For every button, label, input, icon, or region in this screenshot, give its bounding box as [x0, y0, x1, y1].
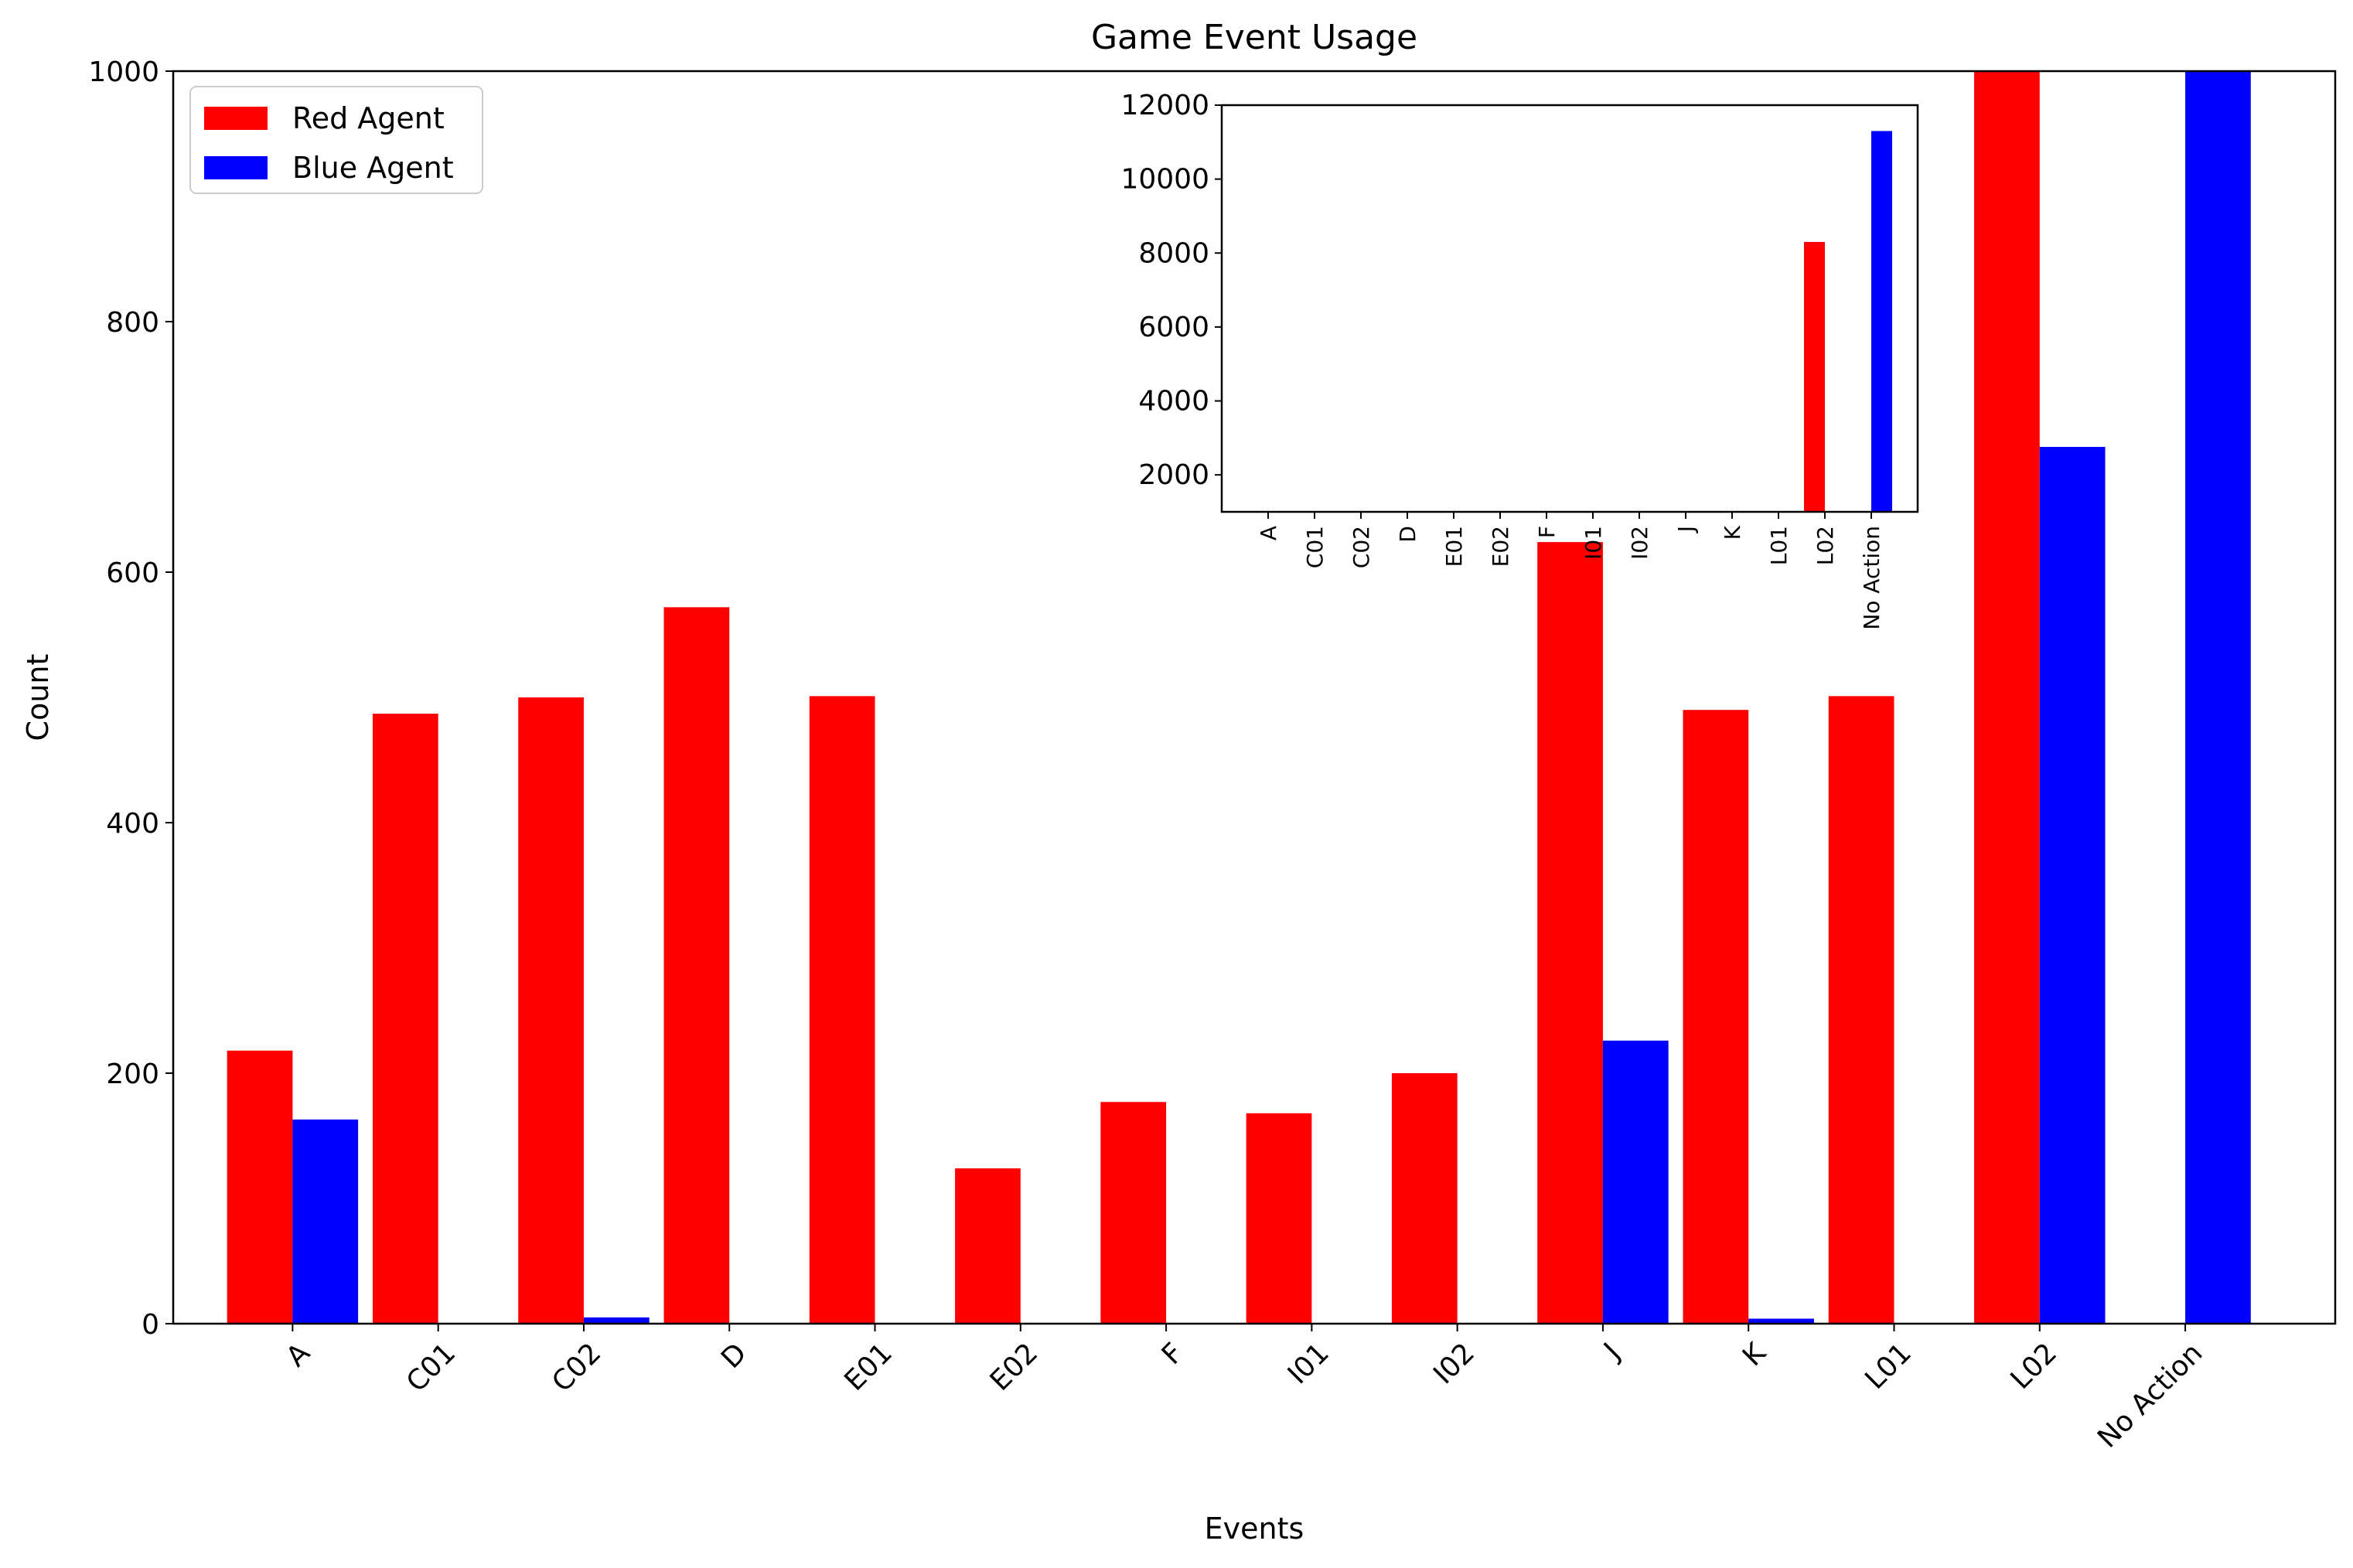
bar-red-agent-a	[227, 1050, 293, 1324]
inset-axes-frame	[1220, 104, 1919, 513]
bar-red-agent-k	[1683, 710, 1749, 1324]
bar-blue-agent-l02	[2039, 447, 2106, 1324]
bar-red-agent-l02	[1974, 71, 2040, 1324]
y-tick-label-600: 600	[106, 557, 159, 589]
bar-blue-agent-j	[1602, 1040, 1669, 1324]
legend: Red Agent Blue Agent	[189, 86, 483, 194]
inset-y-tick-label-10000: 10000	[1120, 164, 1209, 196]
bar-red-agent-e01	[809, 696, 875, 1324]
bar-red-agent-f	[1100, 1102, 1167, 1324]
bar-red-agent-i01	[1246, 1113, 1312, 1324]
x-axis-label: Events	[1205, 1512, 1304, 1546]
bar-blue-agent-c02	[583, 1317, 650, 1324]
main-plot-area: A C01 C02 D E01 E02 F I01 I02 J K L01 L02 No Action 0 2…	[88, 56, 2337, 1454]
bars-group	[227, 71, 2251, 1324]
inset-x-tick-label-i01: I01	[1581, 526, 1606, 560]
inset-y-tick-label-12000: 12000	[1120, 90, 1209, 121]
inset-x-tick-label-f: F	[1534, 526, 1560, 538]
y-tick-label-1000: 1000	[88, 56, 159, 88]
inset-plot-area: A C01 C02 D E01 E02 F I01 I02 J K L01 L02 No Action 20…	[1120, 90, 1919, 630]
y-tick-label-0: 0	[142, 1309, 159, 1341]
legend-swatch-red-agent	[204, 107, 268, 130]
inset-x-tick-label-c02: C02	[1349, 526, 1374, 568]
bar-red-agent-j	[1537, 542, 1603, 1324]
main-axes-frame	[172, 70, 2337, 1325]
inset-x-tick-label-d: D	[1395, 526, 1420, 543]
bar-blue-agent-no-action	[2185, 71, 2251, 1324]
inset-x-tick-label-no-action: No Action	[1859, 526, 1884, 630]
inset-x-tick-label-c01: C01	[1302, 526, 1328, 568]
inset-bar-red-agent-l02	[1804, 241, 1825, 512]
inset-y-tick-label-4000: 4000	[1138, 386, 1209, 418]
bar-red-agent-d	[663, 607, 730, 1324]
inset-y-tick-label-8000: 8000	[1138, 237, 1209, 269]
inset-y-tick-label-2000: 2000	[1138, 459, 1209, 491]
inset-x-tick-label-j: J	[1673, 526, 1699, 533]
legend-label-red-agent: Red Agent	[292, 101, 445, 135]
bar-blue-agent-k	[1748, 1318, 1814, 1324]
legend-label-blue-agent: Blue Agent	[292, 151, 454, 185]
inset-x-tick-label-l02: L02	[1812, 526, 1838, 565]
y-axis-label: Count	[21, 654, 55, 741]
inset-x-tick-label-a: A	[1256, 526, 1281, 540]
y-tick-label-200: 200	[106, 1058, 159, 1090]
bar-red-agent-l01	[1828, 696, 1894, 1324]
inset-y-tick-label-6000: 6000	[1138, 312, 1209, 343]
y-tick-label-400: 400	[106, 808, 159, 840]
inset-background	[1222, 105, 1918, 512]
inset-x-tick-label-k: K	[1720, 525, 1745, 540]
bar-blue-agent-a	[292, 1119, 359, 1324]
y-tick-label-800: 800	[106, 307, 159, 339]
inset-bar-blue-agent-no-action	[1871, 131, 1892, 513]
bar-red-agent-c02	[518, 697, 584, 1324]
bar-red-agent-i02	[1391, 1073, 1458, 1324]
inset-x-tick-label-e01: E01	[1441, 526, 1467, 567]
inset-x-tick-label-l01: L01	[1766, 526, 1792, 565]
inset-x-tick-label-e02: E02	[1488, 526, 1513, 567]
bar-red-agent-e02	[955, 1168, 1021, 1324]
legend-swatch-blue-agent	[204, 156, 268, 179]
bar-red-agent-c01	[372, 714, 438, 1324]
inset-x-tick-label-i02: I02	[1627, 526, 1652, 560]
chart-title: Game Event Usage	[1091, 18, 1417, 57]
